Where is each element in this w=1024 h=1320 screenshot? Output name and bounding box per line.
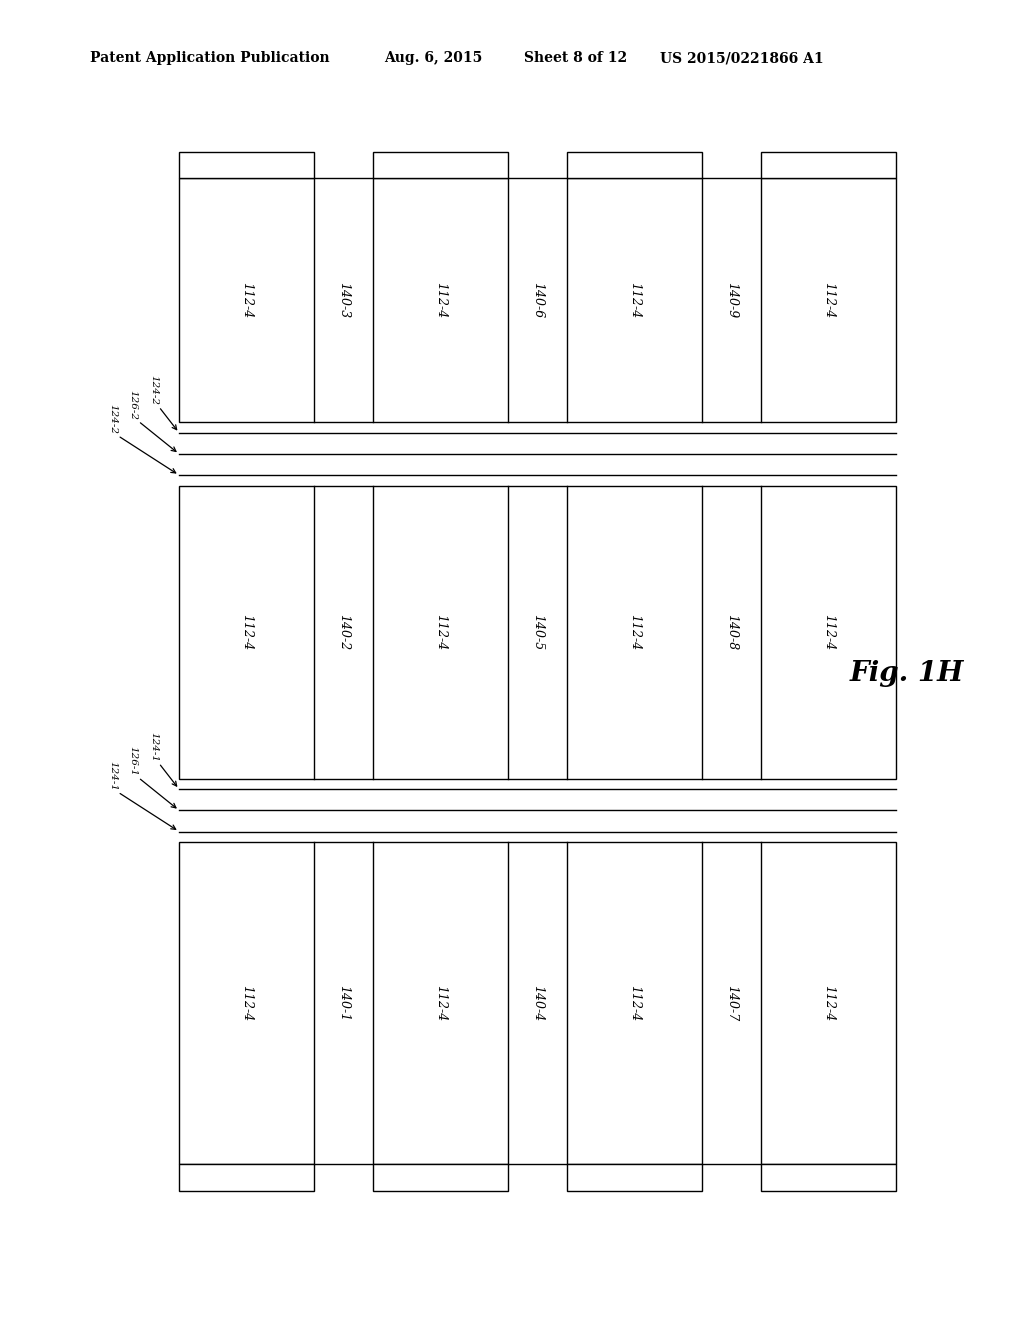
Text: 112-4: 112-4 bbox=[434, 282, 447, 318]
Bar bbox=[761, 1164, 896, 1191]
Text: US 2015/0221866 A1: US 2015/0221866 A1 bbox=[660, 51, 824, 65]
Text: 112-4: 112-4 bbox=[628, 614, 641, 651]
Text: 112-4: 112-4 bbox=[822, 282, 835, 318]
Text: Aug. 6, 2015: Aug. 6, 2015 bbox=[384, 51, 482, 65]
Text: Patent Application Publication: Patent Application Publication bbox=[90, 51, 330, 65]
Text: 124-2: 124-2 bbox=[150, 375, 158, 405]
Text: 140-3: 140-3 bbox=[337, 282, 350, 318]
Text: 140-6: 140-6 bbox=[531, 282, 544, 318]
Text: 112-4: 112-4 bbox=[628, 985, 641, 1022]
Text: 126-2: 126-2 bbox=[129, 389, 137, 420]
Text: 112-4: 112-4 bbox=[628, 282, 641, 318]
Text: 112-4: 112-4 bbox=[434, 614, 447, 651]
Bar bbox=[179, 178, 896, 422]
Text: 140-9: 140-9 bbox=[725, 282, 738, 318]
Bar bbox=[373, 1164, 508, 1191]
Bar bbox=[179, 842, 896, 1164]
Text: Fig. 1H: Fig. 1H bbox=[850, 660, 965, 686]
Text: 140-5: 140-5 bbox=[531, 614, 544, 651]
Text: 140-1: 140-1 bbox=[337, 985, 350, 1022]
Text: 124-2: 124-2 bbox=[109, 404, 117, 434]
Bar bbox=[179, 152, 314, 178]
Text: 112-4: 112-4 bbox=[822, 614, 835, 651]
Text: 124-1: 124-1 bbox=[109, 760, 117, 791]
Text: 112-4: 112-4 bbox=[241, 614, 253, 651]
Text: 126-1: 126-1 bbox=[129, 746, 137, 776]
Bar bbox=[567, 152, 702, 178]
Bar bbox=[567, 1164, 702, 1191]
Text: 140-7: 140-7 bbox=[725, 985, 738, 1022]
Bar bbox=[761, 152, 896, 178]
Text: 124-1: 124-1 bbox=[150, 731, 158, 762]
Bar bbox=[179, 1164, 314, 1191]
Text: 112-4: 112-4 bbox=[241, 282, 253, 318]
Text: Sheet 8 of 12: Sheet 8 of 12 bbox=[524, 51, 628, 65]
Bar bbox=[373, 152, 508, 178]
Text: 140-2: 140-2 bbox=[337, 614, 350, 651]
Text: 140-4: 140-4 bbox=[531, 985, 544, 1022]
Text: 112-4: 112-4 bbox=[434, 985, 447, 1022]
Bar bbox=[179, 486, 896, 779]
Text: 112-4: 112-4 bbox=[241, 985, 253, 1022]
Text: 112-4: 112-4 bbox=[822, 985, 835, 1022]
Text: 140-8: 140-8 bbox=[725, 614, 738, 651]
